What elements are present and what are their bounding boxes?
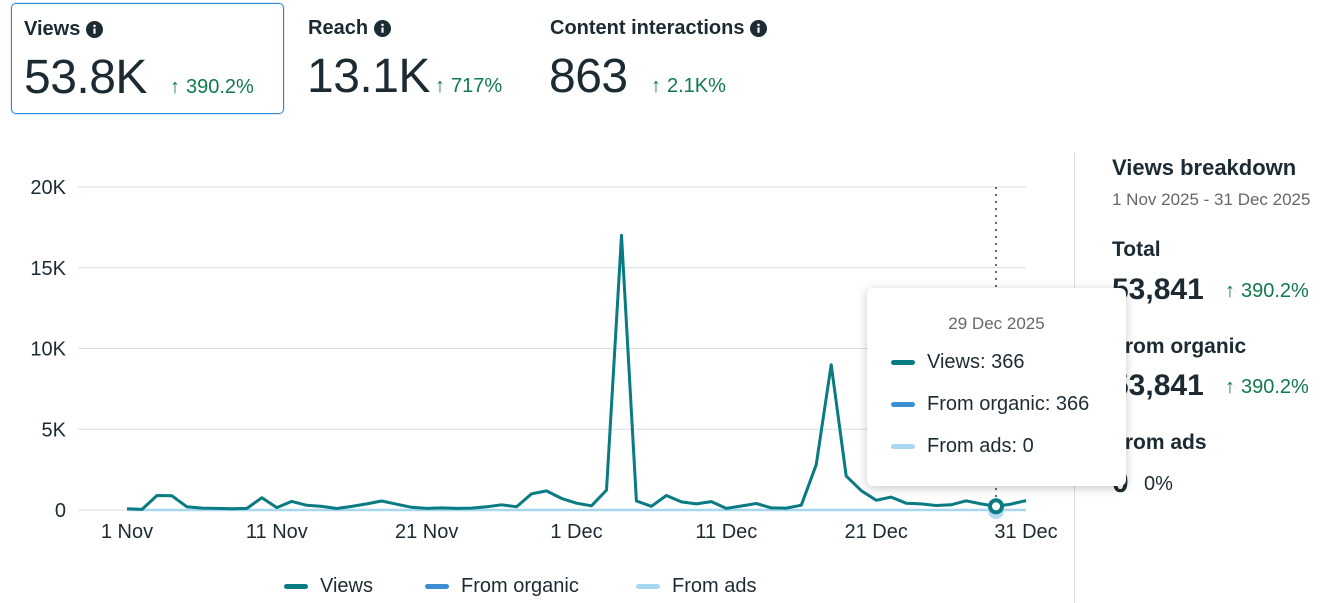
legend-item-views[interactable]: Views: [284, 575, 373, 598]
metric-label-text: Views: [24, 18, 81, 40]
tooltip-row-views: Views: 366: [891, 351, 1024, 374]
tooltip-organic-text: From organic: 366: [927, 393, 1090, 415]
metric-value-reach: 13.1K: [307, 50, 430, 103]
breakdown-total-label: Total: [1112, 238, 1161, 261]
metric-change-reach: ↑ 717%: [435, 75, 502, 98]
breakdown-total-change-text: 390.2%: [1241, 280, 1309, 302]
tooltip-row-ads: From ads: 0: [891, 435, 1034, 458]
views-line: [126, 233, 1027, 511]
metric-label-text: Reach: [308, 17, 369, 39]
y-tick-label: 0: [55, 500, 66, 522]
metric-card-views[interactable]: Views 53.8K ↑ 390.2%: [11, 3, 284, 114]
ads-swatch: [891, 444, 915, 449]
x-tick-label: 11 Nov: [246, 521, 308, 543]
x-tick-label: 11 Dec: [695, 521, 757, 543]
breakdown-organic-value: 53,841: [1112, 369, 1204, 402]
info-icon[interactable]: [374, 20, 392, 37]
tooltip-views-text: Views: 366: [927, 351, 1025, 373]
metric-change-content-interactions: ↑ 2.1K%: [651, 75, 726, 98]
ads-swatch: [636, 584, 660, 589]
y-tick-label: 10K: [30, 339, 66, 361]
arrow-up-icon: ↑: [170, 76, 180, 98]
x-tick-label: 1 Nov: [101, 521, 153, 543]
breakdown-organic-change: ↑ 390.2%: [1225, 376, 1309, 399]
metric-card-reach[interactable]: Reach 13.1K ↑ 717%: [296, 3, 536, 114]
tooltip-date: 29 Dec 2025: [948, 314, 1045, 333]
x-tick-label: 1 Dec: [550, 521, 602, 543]
metric-label-text: Content interactions: [550, 17, 745, 39]
metric-change-views: ↑ 390.2%: [170, 76, 254, 99]
views-swatch: [891, 360, 915, 365]
arrow-up-icon: ↑: [1225, 376, 1235, 398]
metric-value-views: 53.8K: [24, 51, 147, 104]
arrow-up-icon: ↑: [651, 75, 661, 97]
info-icon[interactable]: [86, 21, 104, 38]
breakdown-ads-change: 0%: [1144, 473, 1173, 495]
x-tick-label: 21 Nov: [395, 521, 458, 543]
x-tick-label: 21 Dec: [844, 521, 907, 543]
legend-item-from-ads[interactable]: From ads: [636, 575, 756, 598]
metric-value-content-interactions: 863: [549, 50, 628, 103]
views-swatch: [284, 584, 308, 589]
metric-change-text: 2.1K%: [667, 75, 726, 97]
breakdown-title: Views breakdown: [1112, 155, 1297, 180]
metric-label-reach: Reach: [308, 17, 392, 40]
metric-label-views: Views: [24, 18, 104, 41]
breakdown-organic-label: From organic: [1112, 335, 1247, 358]
breakdown-date-range: 1 Nov 2025 - 31 Dec 2025: [1112, 190, 1311, 209]
tooltip-row-organic: From organic: 366: [891, 393, 1089, 416]
organic-swatch: [425, 584, 449, 589]
info-icon[interactable]: [750, 20, 768, 37]
breakdown-total-change: ↑ 390.2%: [1225, 280, 1309, 303]
legend-item-from-organic[interactable]: From organic: [425, 575, 579, 598]
y-tick-label: 5K: [42, 419, 67, 441]
arrow-up-icon: ↑: [1225, 280, 1235, 302]
tooltip-ads-text: From ads: 0: [927, 435, 1034, 457]
breakdown-total-value: 53,841: [1112, 273, 1204, 306]
chart-tooltip: 29 Dec 2025 Views: 366 From organic: 366…: [867, 288, 1126, 486]
y-tick-label: 20K: [30, 177, 66, 199]
x-tick-label: 31 Dec: [994, 521, 1057, 543]
metric-change-text: 717%: [451, 75, 503, 97]
breakdown-ads-label: From ads: [1112, 431, 1207, 454]
legend-label: From ads: [672, 575, 757, 597]
legend-label: From organic: [461, 575, 579, 597]
arrow-up-icon: ↑: [435, 75, 445, 97]
metric-change-text: 390.2%: [186, 76, 254, 98]
metric-label-content-interactions: Content interactions: [550, 17, 768, 40]
metric-card-content-interactions[interactable]: Content interactions 863 ↑ 2.1K%: [538, 3, 798, 114]
legend-label: Views: [320, 575, 373, 597]
breakdown-organic-change-text: 390.2%: [1241, 376, 1309, 398]
organic-swatch: [891, 402, 915, 407]
views-hover-marker: [988, 498, 1005, 515]
y-tick-label: 15K: [30, 258, 66, 280]
